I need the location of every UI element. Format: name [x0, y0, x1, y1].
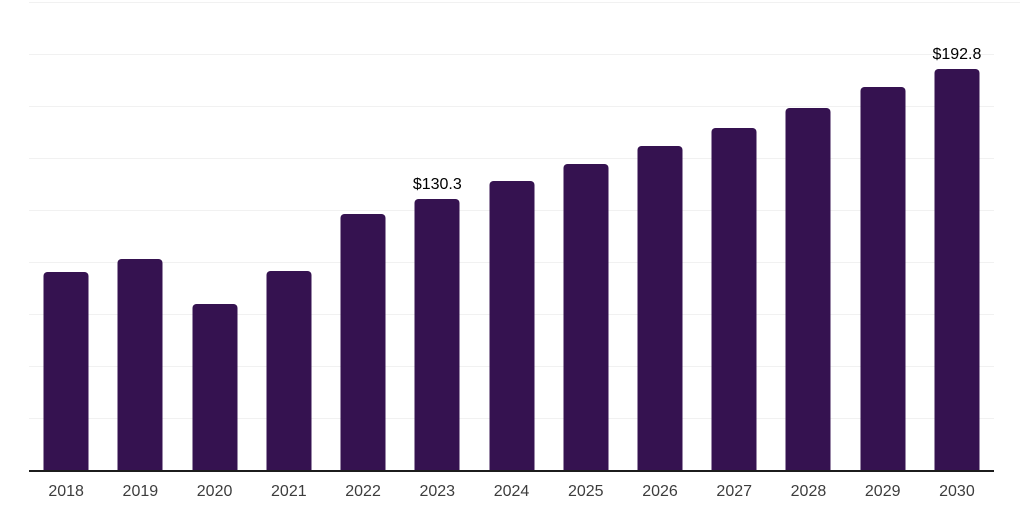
gridline-200 [29, 54, 994, 55]
bar-slot-2018 [29, 2, 103, 470]
x-tick-label-2027: 2027 [716, 483, 753, 500]
x-tick-label-2025: 2025 [567, 483, 604, 500]
bar-slot-2025 [549, 2, 623, 470]
bar-2025 [563, 164, 609, 470]
bar-2027 [711, 128, 757, 470]
bar-slot-2028 [771, 2, 845, 470]
gridline-150 [29, 158, 994, 159]
x-tick-label-2022: 2022 [345, 483, 381, 500]
bar-slot-2021 [252, 2, 326, 470]
x-tick-label-2030: 2030 [939, 483, 975, 500]
bar-2022 [340, 214, 386, 470]
x-tick-label-2023: 2023 [419, 483, 456, 500]
bar-slot-2030: $192.8 [920, 2, 994, 470]
bar-2028 [785, 108, 831, 470]
bar-2024 [489, 181, 535, 470]
x-tick-label-2026: 2026 [642, 483, 678, 500]
bar-slot-2023: $130.3 [400, 2, 474, 470]
data-label-2023: $130.3 [412, 176, 462, 193]
bar-2018 [43, 272, 89, 470]
bar-2021 [266, 271, 312, 470]
x-tick-label-2021: 2021 [271, 483, 307, 500]
x-tick-label-2028: 2028 [790, 483, 827, 500]
bar-slot-2029 [846, 2, 920, 470]
gridline-225 [29, 2, 1020, 3]
x-axis-tick-labels: 2018 2019 2020 2021 2022 2023 2024 2025 2026 2027… [29, 482, 994, 501]
plot-area: $130.3 $192.8 [29, 2, 1020, 472]
x-tick-label-2029: 2029 [864, 483, 901, 500]
gridline-175 [29, 106, 994, 107]
x-tick-label-2020: 2020 [196, 483, 233, 500]
bar-series: $130.3 $192.8 [29, 2, 994, 470]
bar-2026 [637, 146, 683, 470]
bar-slot-2022 [326, 2, 400, 470]
bar-2030 [934, 69, 980, 470]
x-axis-line [29, 470, 994, 472]
bar-2020 [192, 304, 238, 470]
bar-2023 [414, 199, 460, 470]
x-tick-label-2024: 2024 [493, 483, 530, 500]
bar-slot-2024 [474, 2, 548, 470]
x-tick-label-2019: 2019 [122, 483, 159, 500]
bar-slot-2026 [623, 2, 697, 470]
data-label-2030: $192.8 [932, 46, 982, 63]
bar-2029 [860, 87, 906, 470]
bar-slot-2020 [177, 2, 251, 470]
bar-slot-2027 [697, 2, 771, 470]
bar-2019 [117, 259, 163, 470]
bar-slot-2019 [103, 2, 177, 470]
x-tick-label-2018: 2018 [48, 483, 84, 500]
